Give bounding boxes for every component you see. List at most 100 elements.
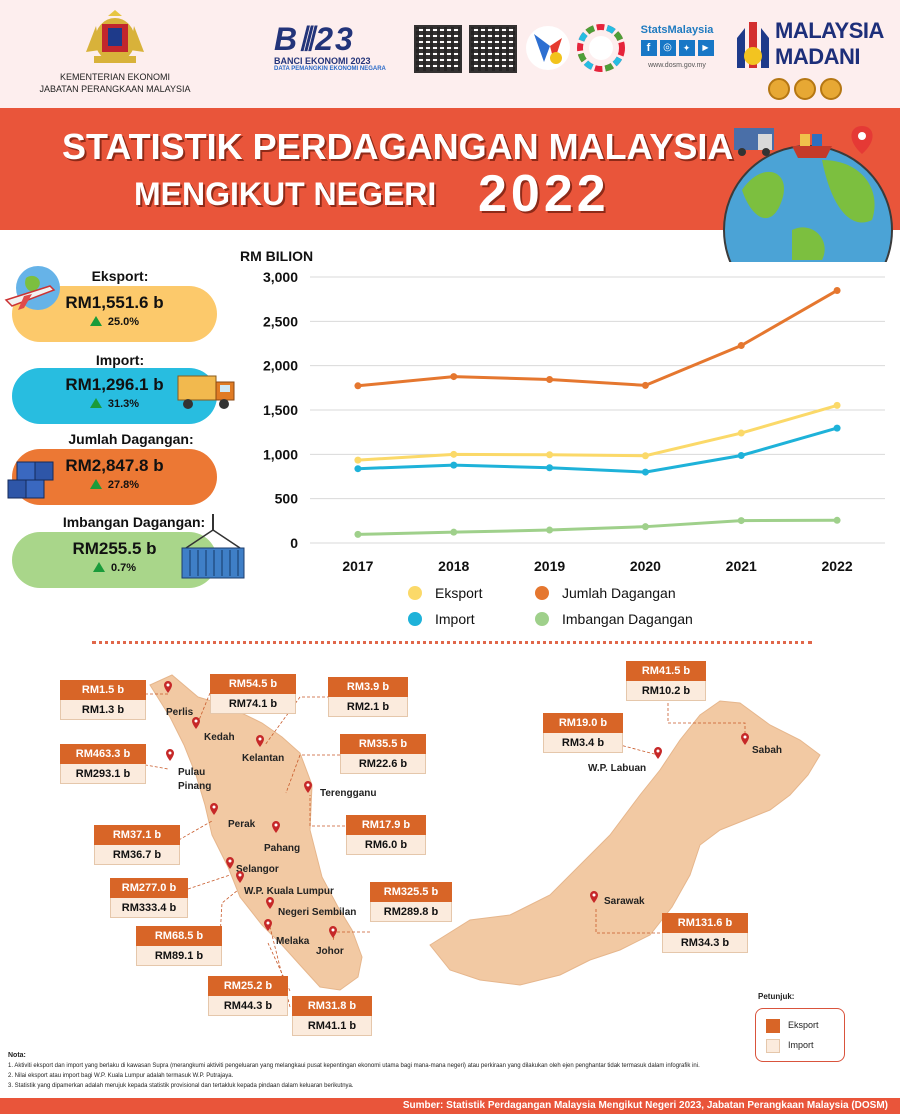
y-tick-label: 0 <box>290 535 298 551</box>
state-name-johor: Johor <box>316 946 344 957</box>
qr-code-icon[interactable] <box>469 25 517 73</box>
data-point <box>354 382 362 390</box>
map-legend-title: Petunjuk: <box>758 992 795 1001</box>
series-line <box>357 426 838 474</box>
import-value: RM1.3 b <box>60 700 146 720</box>
map-pin-icon <box>590 890 598 903</box>
export-value: RM3.9 b <box>328 677 408 697</box>
export-value: RM41.5 b <box>626 661 706 681</box>
peninsular-malaysia-shape <box>149 674 363 991</box>
state-name-kelantan: Kelantan <box>242 753 285 764</box>
website-url[interactable]: www.dosm.gov.my <box>648 62 706 69</box>
coat-of-arms-icon <box>86 10 144 63</box>
state-name-perak: Perak <box>228 819 256 830</box>
state-name-negeri-sembilan: Negeri Sembilan <box>278 907 357 918</box>
series-line <box>357 403 838 462</box>
export-value: RM463.3 b <box>60 744 146 764</box>
data-point <box>354 456 362 464</box>
map-legend: Eksport Import <box>755 1008 845 1062</box>
legend-label-import: Import <box>788 1040 814 1050</box>
legend-label: Eksport <box>435 585 483 601</box>
stat-label-import: Import: <box>95 352 145 368</box>
state-values-kelantan: RM3.9 b RM2.1 b <box>328 677 408 717</box>
madani-line1: MALAYSIA <box>775 18 884 43</box>
coin-icon <box>794 78 816 100</box>
state-name-pulau-pinang: Pulau Pinang <box>178 767 212 792</box>
data-point <box>737 342 745 350</box>
state-values-sarawak: RM131.6 b RM34.3 b <box>662 913 748 953</box>
x-tick-label: 2017 <box>342 558 373 574</box>
data-point <box>833 424 841 432</box>
import-value: RM10.2 b <box>626 681 706 701</box>
export-value: RM277.0 b <box>110 878 188 898</box>
chart-legend: Eksport Import Jumlah Dagangan Imbangan Dag… <box>408 585 693 627</box>
data-point <box>641 468 649 476</box>
data-point <box>546 526 554 534</box>
madani-emblem-icon <box>737 22 769 68</box>
stat-change-jumlah: 27.8% <box>107 479 140 491</box>
map-pin-icon <box>741 732 749 745</box>
state-values-perak: RM37.1 b RM36.7 b <box>94 825 180 865</box>
export-value: RM1.5 b <box>60 680 146 700</box>
state-values-pulau-pinang: RM463.3 b RM293.1 b <box>60 744 146 784</box>
export-value: RM35.5 b <box>340 734 426 754</box>
x-tick-label: 2018 <box>438 558 469 574</box>
stat-change-eksport: 25.0% <box>107 316 140 328</box>
state-name-sabah: Sabah <box>752 745 783 756</box>
export-value: RM54.5 b <box>210 674 296 694</box>
data-point <box>450 461 458 469</box>
note-1: 1. Aktiviti eksport dan import yang berl… <box>8 1063 700 1069</box>
state-name-wp-kuala-lumpur: W.P. Kuala Lumpur <box>244 886 334 897</box>
legend-swatch-export <box>766 1019 780 1033</box>
agency-line2: JABATAN PERANGKAAN MALAYSIA <box>39 84 191 94</box>
import-value: RM44.3 b <box>208 996 288 1016</box>
legend-label: Import <box>435 611 475 627</box>
statsmalaysia-logo: StatsMalaysia f ◎ ✦ ▶ www.dosm.gov.my <box>634 24 720 69</box>
page-title-line1: STATISTIK PERDAGANGAN MALAYSIA <box>62 126 734 167</box>
coin-icon <box>820 78 842 100</box>
stacked-boxes-icon <box>7 461 54 499</box>
facebook-icon[interactable]: f <box>640 40 657 56</box>
twitter-icon[interactable]: ✦ <box>678 40 695 56</box>
east-malaysia-shape <box>429 700 821 986</box>
import-value: RM2.1 b <box>328 697 408 717</box>
map-pin-icon <box>164 680 172 693</box>
malaysia-madani-logo: MALAYSIA MADANI <box>733 16 891 80</box>
legend-label: Jumlah Dagangan <box>562 585 676 601</box>
page-title-year: 2022 <box>478 165 610 223</box>
legend-marker <box>408 586 422 600</box>
data-point <box>450 373 458 381</box>
instagram-icon[interactable]: ◎ <box>659 40 676 56</box>
state-values-wp-labuan: RM19.0 b RM3.4 b <box>543 713 623 753</box>
youtube-icon[interactable]: ▶ <box>697 40 714 56</box>
export-value: RM31.8 b <box>292 996 372 1016</box>
export-value: RM325.5 b <box>370 882 452 902</box>
banci-subtitle: DATA PEMANGKIN EKONOMI NEGARA <box>274 66 386 72</box>
import-value: RM89.1 b <box>136 946 222 966</box>
chart-y-ticks: 3,000 2,500 2,000 1,500 1,000 500 0 <box>263 269 298 551</box>
qr-code-icon[interactable] <box>414 25 462 73</box>
stat-change-import: 31.3% <box>107 398 140 410</box>
increase-arrow-icon <box>92 562 105 572</box>
legend-label-export: Eksport <box>788 1020 819 1030</box>
import-value: RM36.7 b <box>94 845 180 865</box>
map-pin-icon <box>256 734 264 747</box>
y-tick-label: 500 <box>275 491 299 507</box>
export-value: RM131.6 b <box>662 913 748 933</box>
stat-label-eksport: Eksport: <box>91 268 149 284</box>
chart-ylabel: RM BILION <box>240 248 313 264</box>
increase-arrow-icon <box>89 398 102 408</box>
y-tick-label: 1,000 <box>263 446 298 462</box>
state-name-melaka: Melaka <box>276 936 310 947</box>
state-name-kedah: Kedah <box>204 732 235 743</box>
state-name-pahang: Pahang <box>264 843 301 854</box>
data-point <box>641 452 649 460</box>
x-tick-label: 2021 <box>726 558 757 574</box>
cargo-container-icon <box>181 514 245 579</box>
x-tick-label: 2019 <box>534 558 565 574</box>
export-value: RM19.0 b <box>543 713 623 733</box>
map-pin-icon <box>329 925 337 938</box>
state-values-selangor: RM277.0 b RM333.4 b <box>110 878 188 918</box>
note-2: 2. Nilai eksport atau import bagi W.P. K… <box>8 1073 234 1079</box>
state-values-perlis: RM1.5 b RM1.3 b <box>60 680 146 720</box>
